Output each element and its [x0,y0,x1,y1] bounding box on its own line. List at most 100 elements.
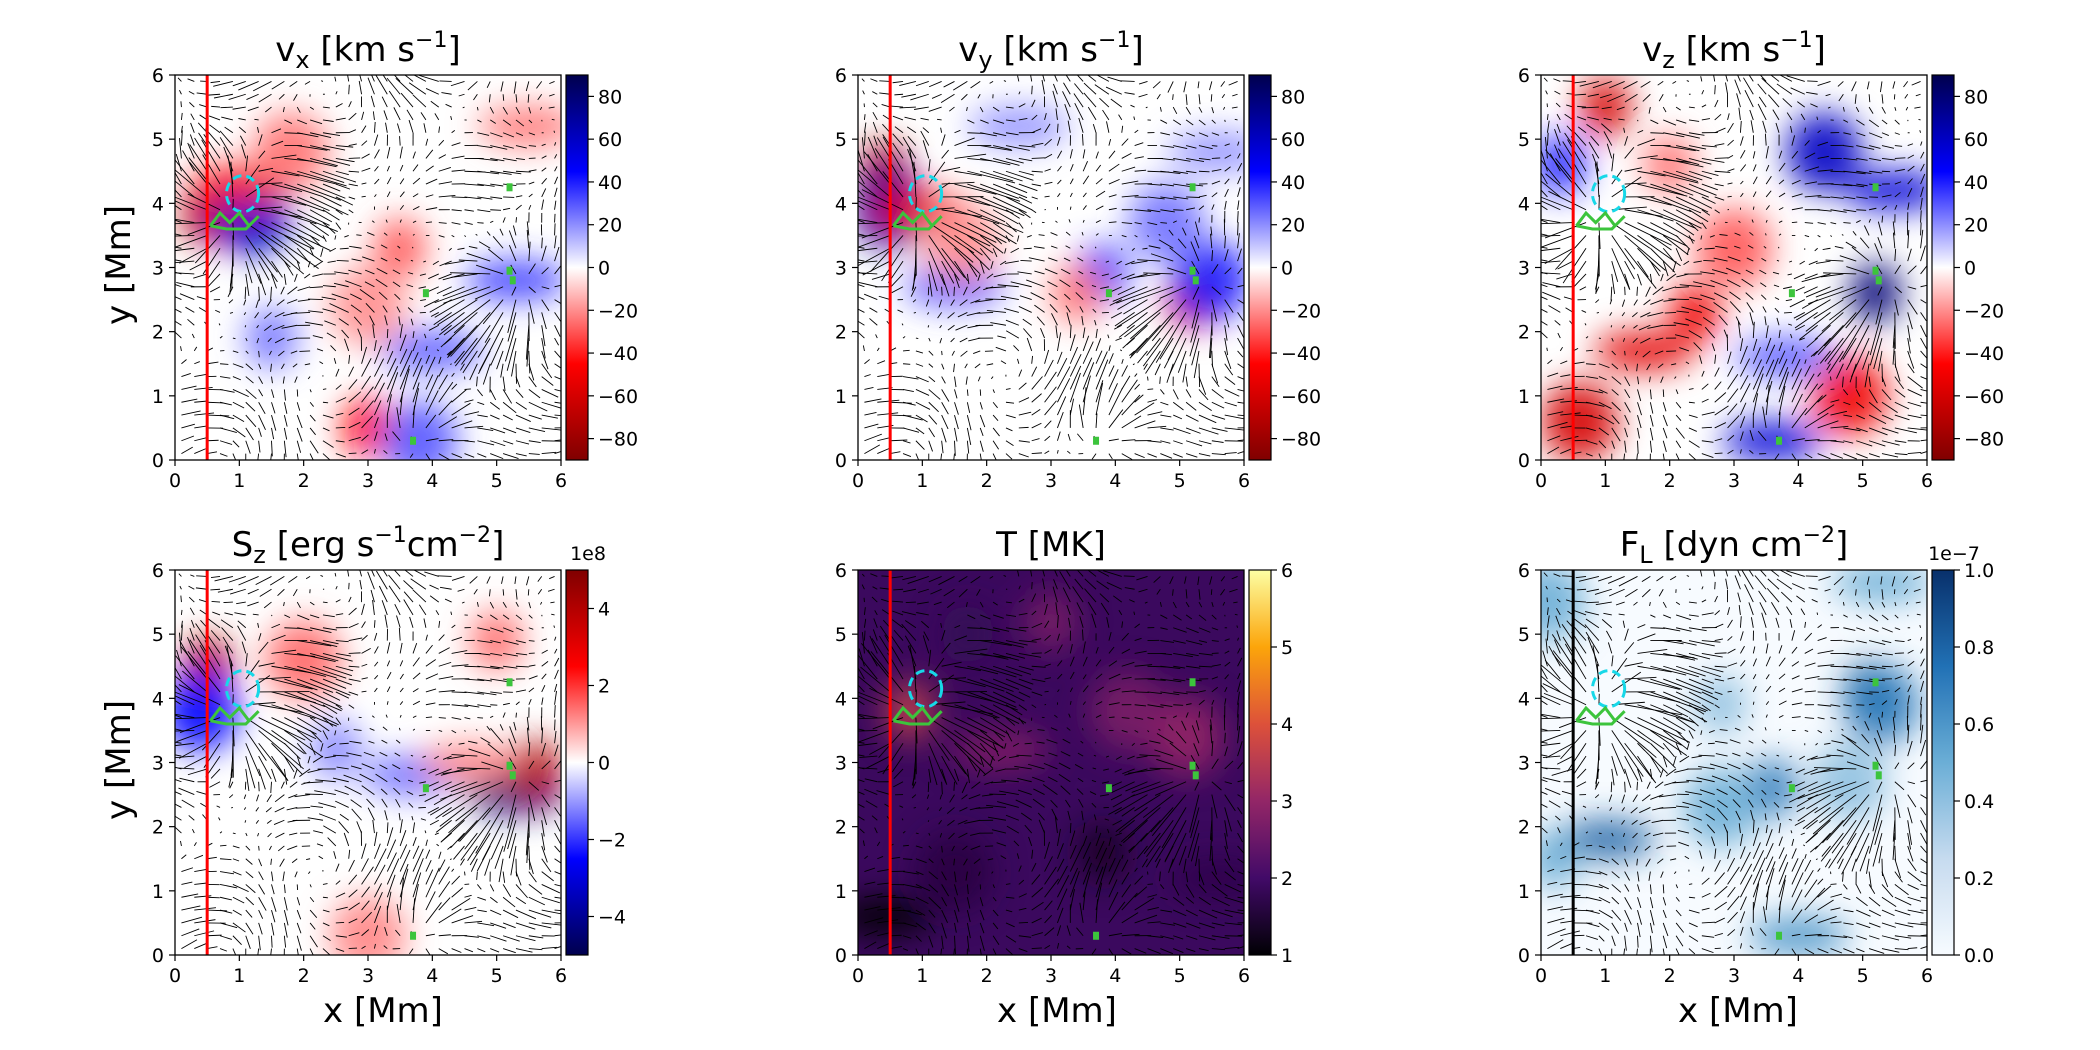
quiver-arrow [462,350,478,374]
quiver-arrow [957,819,968,825]
quiver-arrow [502,601,507,608]
quiver-arrow [554,946,561,950]
quiver-arrow [271,389,275,398]
quiver-arrow [1211,614,1217,620]
quiver-arrow [1031,622,1043,629]
quiver-arrow [967,235,994,254]
quiver-arrow [554,325,561,337]
quiver-arrow [858,171,865,185]
quiver-arrow [385,122,388,133]
quiver-arrow [1856,157,1868,161]
quiver-arrow [1816,363,1818,365]
quiver-arrow [992,222,1014,238]
quiver-arrow [1108,409,1124,429]
heatmap-blob [1695,674,1748,735]
quiver-arrow [1198,157,1211,161]
quiver-arrow [322,640,339,645]
quiver-arrow [858,717,891,720]
heatmap-blob [252,112,329,192]
quiver-arrow [1637,222,1688,247]
quiver-arrow [1159,286,1187,299]
quiver-arrow [1547,855,1551,860]
quiver-arrow [274,794,285,803]
quiver-arrow [258,376,264,384]
quiver-arrow [243,794,247,800]
quiver-arrow [1637,273,1642,286]
quiver-arrow [992,401,998,409]
quiver-arrow [324,320,336,326]
quiver-arrow [213,93,233,99]
quiver-arrow [992,691,1016,703]
quiver-arrow [1541,219,1548,224]
quiver-arrow [1194,781,1200,791]
quiver-arrow [875,334,878,339]
cyan-contour [907,669,944,709]
quiver-arrow [1546,607,1549,615]
green-marker [1192,771,1199,780]
quiver-arrow [1553,78,1561,82]
quiver-arrow [464,717,471,720]
quiver-arrow [207,856,217,860]
quiver-arrow [1121,394,1141,416]
quiver-arrow [1064,104,1071,121]
quiver-arrow [1727,168,1735,172]
quiver-arrow [386,365,399,390]
quiver-arrow [954,665,981,672]
quiver-arrow [1734,245,1741,249]
quiver-arrow [270,453,272,460]
quiver-arrow [939,832,943,838]
quiver-arrow [1005,414,1016,419]
quiver-arrow [526,576,530,586]
quiver-arrow [973,350,981,355]
quiver-arrow [180,112,183,120]
quiver-arrow [309,730,323,743]
quiver-arrow [276,299,285,306]
quiver-arrow [941,935,944,950]
quiver-arrow [1145,350,1161,374]
quiver-arrow [1193,235,1200,249]
quiver-arrow [1555,158,1587,198]
quiver-arrow [1005,330,1020,339]
quiver-arrow [1013,345,1020,352]
quiver-arrow [238,81,259,91]
quiver-arrow [175,675,195,693]
quiver-arrow [992,440,1000,450]
quiver-arrow [933,601,942,606]
quiver-arrow [1637,389,1642,402]
heatmap-blob [1025,591,1077,652]
quiver-arrow [1739,338,1744,351]
y-tick-label: 0 [1518,450,1530,472]
quiver-arrow [216,805,221,808]
quiver-arrow [864,893,883,898]
quiver-arrow [425,634,428,641]
green-contour [892,705,943,726]
quiver-arrow [374,400,382,416]
quiver-arrow [1147,399,1158,403]
quiver-arrow [1574,646,1587,667]
quiver-arrow [1845,299,1870,329]
quiver-arrow [258,633,262,641]
quiver-arrow [1637,130,1644,134]
heatmap-blob [1748,915,1849,955]
quiver-arrow [1056,449,1059,454]
quiver-arrow [954,402,959,415]
quiver-arrow [1830,440,1845,443]
quiver-arrow [258,235,305,275]
quiver-arrow [1693,260,1702,263]
quiver-arrow [1862,350,1870,370]
quiver-arrow [1547,372,1559,378]
quiver-arrow [858,741,865,744]
quiver-arrow [515,389,524,398]
quiver-arrow [1765,357,1779,390]
quiver-arrow [1224,896,1244,904]
quiver-arrow [1594,163,1600,185]
quiver-arrow [412,845,420,859]
quiver-arrow [902,414,923,421]
quiver-arrow [1621,324,1625,329]
quiver-arrow [257,126,260,133]
quiver-arrow [966,768,970,784]
quiver-arrow [1907,154,1915,159]
quiver-arrow [335,585,338,590]
quiver-arrow [361,346,367,364]
